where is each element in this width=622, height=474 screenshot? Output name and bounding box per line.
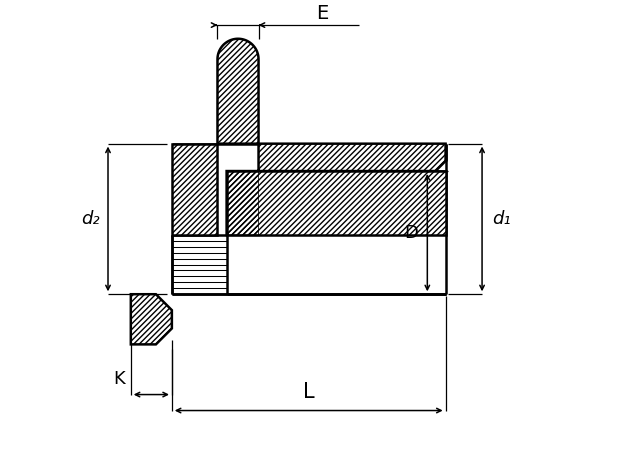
Polygon shape <box>218 39 259 144</box>
Polygon shape <box>131 294 172 345</box>
Polygon shape <box>226 171 445 235</box>
Text: d₂: d₂ <box>81 210 100 228</box>
Polygon shape <box>226 144 445 235</box>
Text: K: K <box>114 370 125 388</box>
Text: E: E <box>316 4 328 23</box>
Text: L: L <box>303 383 315 402</box>
Polygon shape <box>172 144 218 235</box>
Text: D: D <box>404 224 418 242</box>
Text: d₁: d₁ <box>492 210 511 228</box>
